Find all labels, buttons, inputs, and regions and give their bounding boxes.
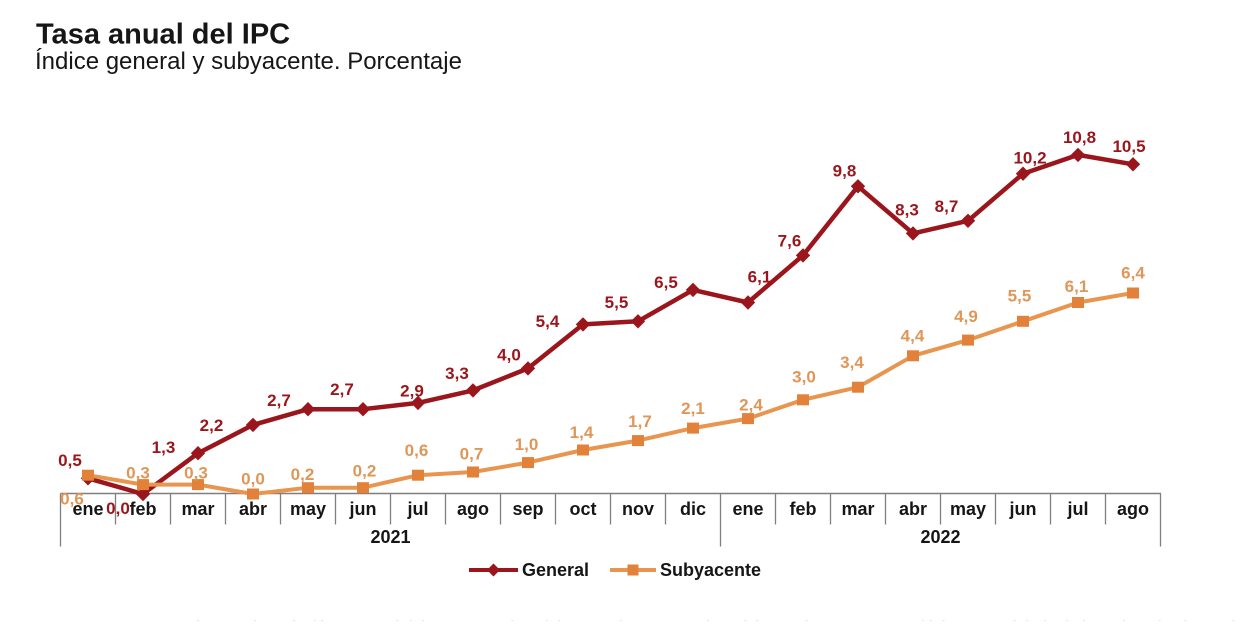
svg-text:3,3: 3,3: [445, 364, 469, 383]
svg-text:dic: dic: [680, 499, 706, 519]
svg-text:jun: jun: [349, 499, 377, 519]
svg-text:may: may: [290, 499, 326, 519]
svg-text:jun: jun: [1009, 499, 1037, 519]
svg-text:2022: 2022: [920, 527, 960, 547]
svg-text:mar: mar: [181, 499, 214, 519]
svg-text:General: General: [522, 560, 589, 580]
svg-text:feb: feb: [790, 499, 817, 519]
svg-text:ene: ene: [732, 499, 763, 519]
svg-text:mar: mar: [841, 499, 874, 519]
svg-text:nov: nov: [622, 499, 654, 519]
svg-text:2,7: 2,7: [330, 380, 354, 399]
svg-text:9,8: 9,8: [833, 162, 857, 181]
svg-text:may: may: [950, 499, 986, 519]
svg-text:4,4: 4,4: [901, 327, 925, 346]
svg-text:abr: abr: [899, 499, 927, 519]
svg-text:0,3: 0,3: [126, 464, 150, 483]
svg-text:3,0: 3,0: [792, 368, 816, 387]
svg-text:7,6: 7,6: [778, 232, 802, 251]
svg-text:2,9: 2,9: [400, 382, 424, 401]
svg-text:2,1: 2,1: [681, 399, 705, 418]
svg-text:0,5: 0,5: [58, 451, 82, 470]
svg-text:4,0: 4,0: [497, 346, 521, 365]
svg-text:10,5: 10,5: [1112, 137, 1145, 156]
svg-text:0,6: 0,6: [405, 441, 429, 460]
svg-text:0,3: 0,3: [184, 464, 208, 483]
svg-text:3,4: 3,4: [840, 353, 864, 372]
svg-text:ene: ene: [72, 499, 103, 519]
svg-text:5,5: 5,5: [605, 293, 629, 312]
svg-text:0,2: 0,2: [291, 465, 315, 484]
svg-text:8,7: 8,7: [935, 197, 959, 216]
svg-text:2021: 2021: [370, 527, 410, 547]
svg-text:jul: jul: [407, 499, 429, 519]
svg-text:ago: ago: [457, 499, 489, 519]
svg-text:6,1: 6,1: [748, 268, 772, 287]
svg-text:abr: abr: [239, 499, 267, 519]
svg-text:oct: oct: [570, 499, 597, 519]
svg-text:1,0: 1,0: [515, 435, 539, 454]
svg-text:2,7: 2,7: [267, 391, 291, 410]
svg-text:6,5: 6,5: [654, 273, 678, 292]
svg-text:10,2: 10,2: [1013, 149, 1046, 168]
svg-text:Tasa anual del IPC: Tasa anual del IPC: [36, 19, 290, 51]
svg-text:feb: feb: [130, 499, 157, 519]
svg-text:0,0: 0,0: [241, 470, 265, 489]
svg-text:10,8: 10,8: [1063, 128, 1096, 147]
svg-text:1,7: 1,7: [628, 412, 652, 431]
svg-text:6,1: 6,1: [1065, 277, 1089, 296]
svg-text:5,4: 5,4: [536, 312, 560, 331]
svg-text:sep: sep: [512, 499, 543, 519]
svg-text:0,6: 0,6: [60, 490, 84, 509]
svg-text:6,4: 6,4: [1121, 264, 1145, 283]
svg-text:2,2: 2,2: [200, 416, 224, 435]
svg-text:Índice general y subyacente. P: Índice general y subyacente. Porcentaje: [35, 48, 462, 75]
svg-text:0,7: 0,7: [460, 445, 484, 464]
svg-text:jul: jul: [1067, 499, 1089, 519]
svg-text:ago: ago: [1117, 499, 1149, 519]
svg-text:4,9: 4,9: [954, 307, 978, 326]
svg-text:0,0: 0,0: [106, 499, 130, 518]
svg-text:8,3: 8,3: [895, 201, 919, 220]
svg-text:Subyacente: Subyacente: [660, 560, 761, 580]
svg-text:1,3: 1,3: [152, 438, 176, 457]
svg-text:2,4: 2,4: [739, 396, 763, 415]
svg-text:0,2: 0,2: [353, 462, 377, 481]
svg-text:5,5: 5,5: [1008, 287, 1032, 306]
svg-text:1,4: 1,4: [570, 423, 594, 442]
